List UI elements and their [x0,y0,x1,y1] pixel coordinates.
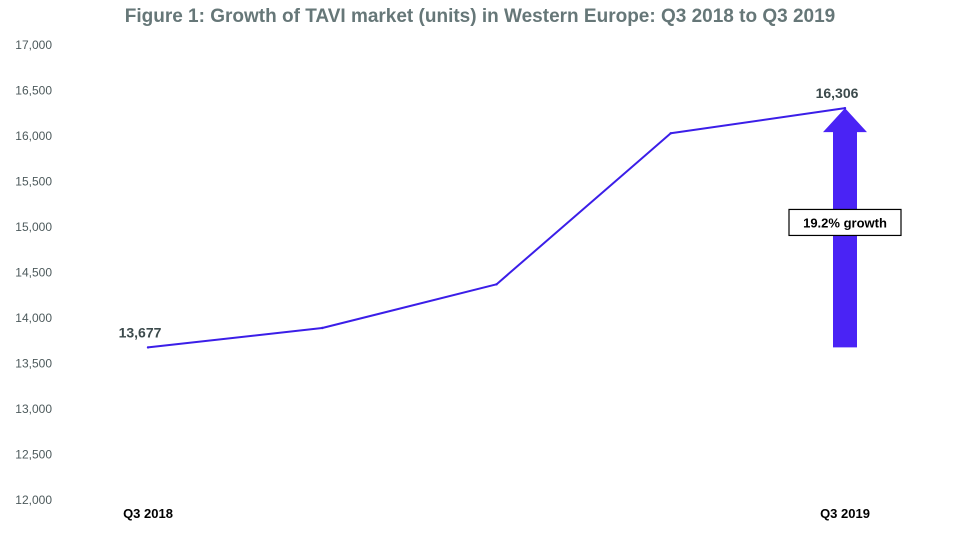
data-point [321,326,324,330]
y-tick-label: 15,000 [15,220,52,234]
y-tick-label: 17,000 [15,38,52,52]
data-point [669,132,672,135]
data-point [843,106,847,110]
y-axis-ticks: 12,000 12,500 13,000 13,500 14,000 14,500 15,0… [15,38,52,507]
series-lines [146,106,847,349]
series-line [147,107,846,349]
chart-title: Figure 1: Growth of TAVI market (units) … [124,6,836,27]
y-tick-label: 16,000 [15,129,52,143]
growth-annotation: 19.2% growth [788,108,902,348]
data-label: 13,677 [119,324,162,340]
growth-label: 19.2% growth [803,215,887,230]
data-label: 16,306 [816,85,859,101]
x-axis-ticks: Q3 2018 Q3 2019 [123,506,870,521]
y-tick-label: 12,500 [15,448,52,462]
data-point [495,283,498,286]
y-tick-label: 13,500 [15,357,52,371]
y-tick-label: 13,000 [15,402,52,416]
y-tick-label: 12,000 [15,493,52,507]
y-tick-label: 14,500 [15,266,52,280]
y-tick-label: 14,000 [15,311,52,325]
y-tick-label: 15,500 [15,175,52,189]
data-point [146,346,150,349]
y-tick-label: 16,500 [15,84,52,98]
data-labels: 13,677 16,306 [119,85,859,340]
growth-label-box [788,208,902,237]
x-tick-label: Q3 2018 [123,506,173,521]
x-tick-label: Q3 2019 [820,506,870,521]
